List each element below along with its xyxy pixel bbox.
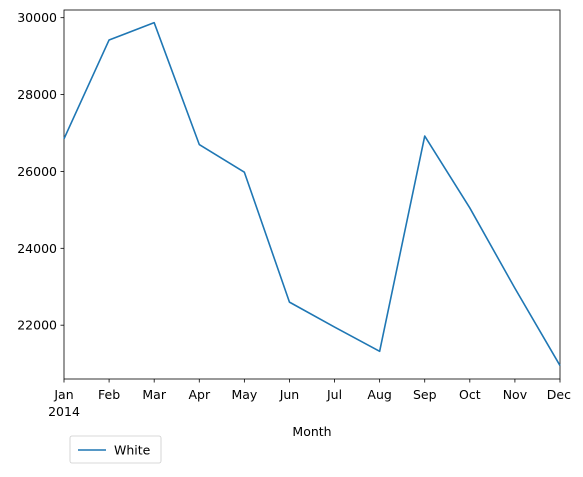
legend-label-white: White (114, 443, 151, 458)
x-tick-label: Sep (413, 387, 437, 402)
x-tick-label: Mar (142, 387, 166, 402)
x-tick-label: May (231, 387, 257, 402)
y-tick-label: 26000 (17, 164, 57, 179)
x-tick-label: Aug (367, 387, 391, 402)
x-tick-label: Nov (503, 387, 528, 402)
y-tick-label: 30000 (17, 10, 57, 25)
x-year-label: 2014 (48, 404, 80, 419)
legend: White (69, 435, 162, 464)
y-axis-ticks: 22000 24000 26000 28000 30000 (17, 10, 64, 333)
y-tick-label: 24000 (17, 241, 57, 256)
legend-box (69, 435, 162, 464)
plot-area (63, 9, 561, 380)
x-tick-label: Jan (53, 387, 73, 402)
x-tick-label: Apr (188, 387, 210, 402)
x-tick-label: Dec (547, 387, 571, 402)
series-line-white (63, 21, 561, 366)
x-tick-label: Jun (279, 387, 300, 402)
y-tick-label: 28000 (17, 87, 57, 102)
x-tick-label: Oct (459, 387, 481, 402)
x-axis-ticks: Jan Feb Mar Apr May Jun Jul Aug Sep Oct Nov Dec (53, 379, 571, 402)
x-tick-label: Feb (98, 387, 120, 402)
y-tick-label: 22000 (17, 318, 57, 333)
x-tick-label: Jul (326, 387, 342, 402)
x-axis-label: Month (292, 424, 331, 439)
